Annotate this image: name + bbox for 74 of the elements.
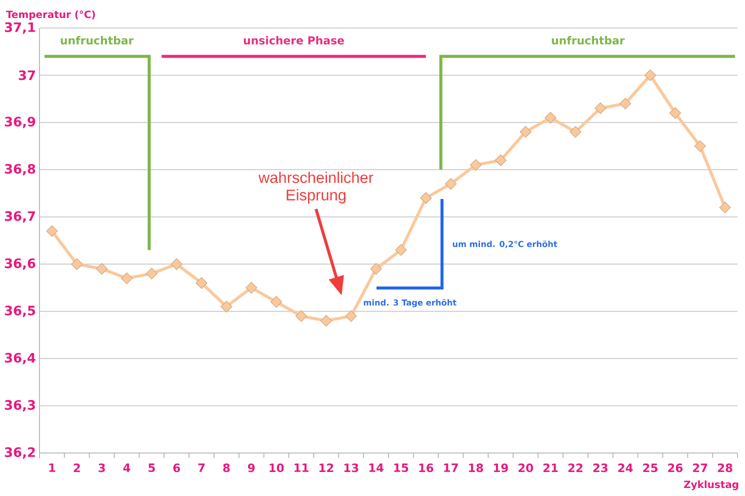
point [420, 192, 432, 204]
x-tick-label: 1 [49, 464, 56, 472]
x-tick-label: 10 [270, 464, 284, 472]
x-tick-label: 14 [369, 464, 384, 472]
x-tick-label: 28 [718, 464, 732, 472]
y-tick-label: 36,3 [4, 400, 35, 412]
point [71, 258, 83, 270]
x-tick-label: 13 [344, 464, 358, 472]
point [694, 140, 706, 152]
point [320, 314, 332, 327]
point [220, 300, 232, 312]
x-tick-label: 11 [294, 464, 308, 472]
point [395, 244, 407, 256]
point [445, 178, 457, 190]
x-tick-label: 16 [419, 464, 434, 472]
point [520, 126, 532, 138]
y-axis-title: Temperatur (°C) [6, 10, 95, 20]
point [345, 310, 357, 322]
point [719, 202, 731, 214]
y-tick-label: 36,4 [4, 352, 36, 364]
point [270, 296, 282, 308]
point [46, 225, 58, 237]
x-tick-label: 24 [618, 464, 633, 472]
x-tick-label: 19 [494, 464, 508, 472]
x-tick-label: 5 [148, 464, 155, 472]
x-tick-label: 21 [543, 464, 558, 472]
series-label: unfruchtbar [60, 36, 134, 44]
point [494, 154, 506, 166]
x-tick-label: 9 [248, 464, 255, 472]
x-tick-label: 6 [173, 464, 180, 472]
point [644, 69, 656, 82]
y-tick-label: 36,9 [4, 116, 36, 128]
series-label: unfruchtbar [552, 36, 625, 44]
x-tick-label: 15 [394, 464, 408, 472]
x-tick-label: 7 [198, 464, 205, 472]
point [146, 268, 158, 280]
x-tick-label: 26 [668, 464, 683, 472]
y-tick-label: 36,5 [4, 306, 36, 318]
x-tick-label: 25 [643, 464, 658, 472]
point [594, 102, 606, 114]
x-tick-label: 8 [223, 464, 230, 472]
x-tick-label: 18 [469, 464, 484, 472]
point [470, 159, 482, 171]
x-tick-label: 3 [98, 464, 105, 472]
x-tick-label: 23 [593, 464, 608, 472]
y-tick-label: 36,7 [4, 211, 35, 223]
x-axis-title: Zyklustag [684, 480, 738, 490]
point [544, 112, 556, 124]
point [170, 258, 182, 270]
y-tick-label: 36,2 [4, 447, 35, 459]
point [669, 107, 681, 119]
y-tick-label: 36,6 [4, 258, 36, 270]
x-tick-label: 22 [568, 464, 582, 472]
annotation: mind. 3 Tage erhöht [364, 299, 456, 308]
point [96, 263, 108, 275]
point [620, 98, 632, 110]
point [370, 263, 382, 275]
point [196, 277, 208, 289]
annotation: um mind. 0,2°C erhöht [452, 240, 558, 248]
y-tick-label: 36,8 [4, 164, 36, 176]
point [295, 310, 308, 322]
point [120, 272, 133, 284]
point [246, 282, 258, 294]
y-tick-label: 37,1 [4, 22, 36, 34]
series-label: unsichere Phase [244, 36, 344, 44]
y-tick-label: 37 [18, 70, 35, 80]
annotation: wahrscheinlicher Eisprung [258, 172, 374, 204]
point [570, 126, 582, 138]
x-tick-label: 2 [74, 464, 80, 472]
x-tick-label: 4 [123, 464, 130, 472]
x-tick-label: 20 [518, 464, 534, 472]
x-tick-label: 27 [693, 464, 708, 472]
x-tick-label: 12 [320, 464, 334, 472]
x-tick-label: 17 [444, 464, 458, 472]
